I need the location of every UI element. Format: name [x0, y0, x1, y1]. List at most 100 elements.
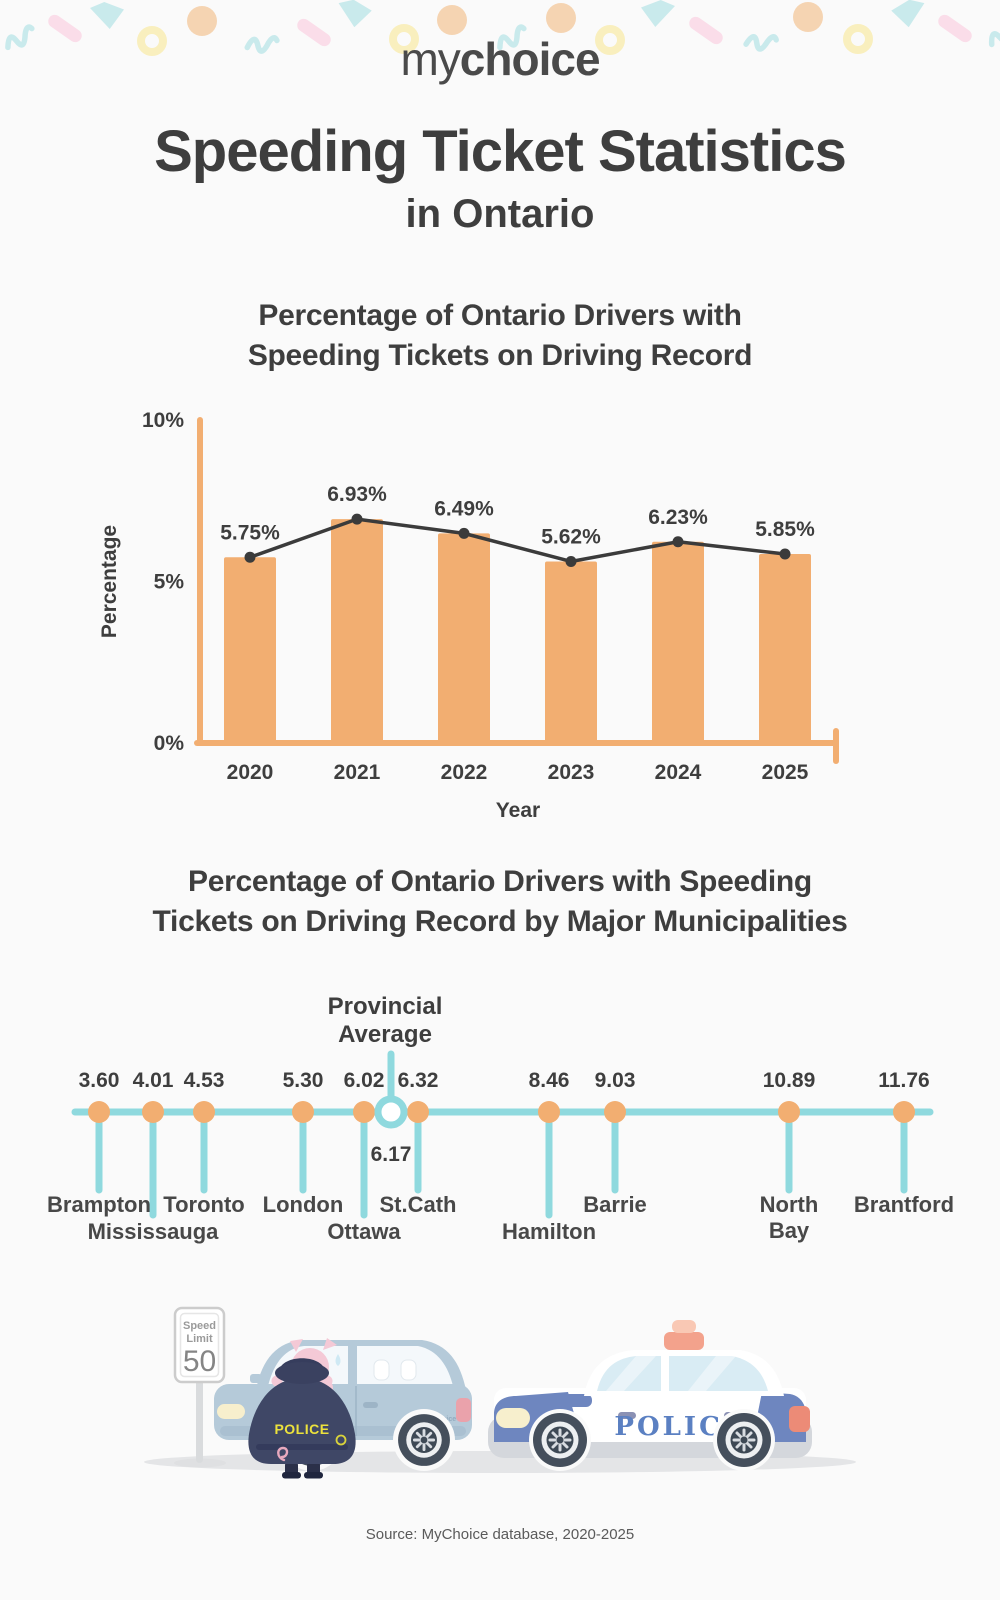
data-point	[672, 536, 684, 548]
confetti-circle-icon	[437, 5, 467, 35]
data-label: 6.23%	[648, 506, 708, 529]
officer-leg	[307, 1462, 320, 1475]
city-value: 5.30	[283, 1069, 324, 1092]
speed-limit-sign: Speed Limit 50	[173, 1306, 226, 1468]
confetti-squiggle-icon	[739, 20, 783, 65]
police-car-headlight	[496, 1408, 530, 1428]
bar-2023	[545, 561, 597, 743]
x-tick-label: 2024	[655, 761, 702, 784]
police-car-window-divider	[661, 1356, 669, 1391]
data-point	[244, 551, 256, 563]
police-officer-pig: POLICE	[248, 1358, 356, 1479]
officer-boot	[304, 1472, 323, 1479]
city-dot	[893, 1101, 915, 1123]
confetti-flag-icon	[641, 0, 675, 27]
confetti-flag-icon	[890, 0, 928, 30]
city-label: London	[263, 1192, 344, 1217]
sign-shadow	[174, 1458, 226, 1468]
confetti-ring-icon	[389, 24, 419, 54]
confetti-ring-icon	[843, 24, 873, 54]
confetti-squiggle-icon	[490, 16, 534, 61]
police-car-rear-wheel	[715, 1411, 773, 1469]
illustration: Speed Limit 50 mychoice	[144, 1306, 856, 1479]
confetti-ring-icon	[137, 26, 167, 56]
city-value: 6.02	[344, 1069, 385, 1092]
sign-value-text: 50	[183, 1345, 216, 1378]
police-car-belt-stripe	[556, 1394, 592, 1407]
confetti-squiggle-icon	[241, 23, 283, 66]
source-note: Source: MyChoice database, 2020-2025	[365, 1526, 635, 1543]
sign-speed-text: Speed	[183, 1320, 216, 1332]
city-dot	[193, 1101, 215, 1123]
confetti-band	[0, 0, 1000, 70]
y-tick-label: 5%	[154, 571, 185, 594]
city-value: 11.76	[878, 1069, 929, 1092]
pig-ear	[290, 1339, 303, 1352]
data-label: 6.49%	[434, 497, 494, 520]
car-headlight	[217, 1404, 245, 1419]
police-car-door-handle	[618, 1412, 636, 1419]
sweat-drop-icon	[335, 1354, 341, 1366]
city-label: Brantford	[854, 1192, 954, 1217]
data-point	[565, 555, 577, 567]
officer-jacket	[248, 1378, 356, 1464]
x-tick-label: 2025	[762, 761, 809, 784]
data-point	[458, 527, 470, 539]
city-label: Barrie	[583, 1192, 647, 1217]
city-value: 9.03	[595, 1069, 636, 1092]
mychoice-logo: mychoice	[0, 32, 1000, 86]
data-label: 6.93%	[327, 483, 387, 506]
car-door-handle	[363, 1402, 378, 1408]
car-mirror	[250, 1374, 262, 1383]
city-value: 4.53	[184, 1069, 225, 1092]
officer-boot	[282, 1472, 301, 1479]
siren-light-top	[672, 1320, 696, 1333]
logo-choice: choice	[459, 33, 601, 85]
car-headrest	[373, 1359, 390, 1381]
bar-2025	[759, 554, 811, 743]
city-dot	[407, 1101, 429, 1123]
timeline-chart-title: Percentage of Ontario Drivers with Speed…	[0, 862, 1000, 942]
siren-light-icon	[664, 1332, 704, 1350]
sign-inner-border	[179, 1312, 220, 1378]
city-dot	[778, 1101, 800, 1123]
confetti-circle-icon	[546, 3, 576, 33]
sign-board	[173, 1306, 226, 1384]
confetti-flag-icon	[90, 2, 124, 29]
car-front-wheel	[396, 1412, 452, 1468]
police-car-front-wheel	[531, 1411, 589, 1469]
bar-2020	[224, 557, 276, 743]
average-value: 6.17	[371, 1143, 412, 1166]
window-glare	[606, 1356, 656, 1391]
page-subtitle: in Ontario	[405, 192, 595, 236]
bar-chart-title-line1: Percentage of Ontario Drivers with	[258, 299, 742, 332]
bar-2021	[331, 519, 383, 743]
officer-cap	[275, 1362, 329, 1384]
x-tick-label: 2020	[227, 761, 274, 784]
trend-line	[249, 517, 786, 564]
sign-post	[196, 1368, 203, 1463]
bar-chart-title: Percentage of Ontario Drivers with Speed…	[0, 296, 1000, 376]
city-label: Mississauga	[88, 1219, 220, 1244]
city-dot	[353, 1101, 375, 1123]
sign-limit-text: Limit	[186, 1333, 213, 1345]
city-label: Hamilton	[502, 1219, 596, 1244]
average-label: Average	[338, 1021, 432, 1048]
police-car-window	[597, 1356, 768, 1391]
city-value: 8.46	[529, 1069, 570, 1092]
confetti-squiggle-icon	[980, 11, 1000, 58]
average-marker	[374, 1095, 408, 1129]
confetti-circle-icon	[793, 2, 823, 32]
car-tail-light	[456, 1398, 471, 1422]
city-label: Toronto	[163, 1192, 244, 1217]
y-axis-title: Percentage	[98, 525, 121, 638]
x-tick-label: 2022	[441, 761, 488, 784]
bar-2024	[652, 541, 704, 743]
officer-leg	[285, 1462, 298, 1475]
city-value: 3.60	[79, 1069, 120, 1092]
average-label: Provincial	[328, 993, 443, 1020]
window-glare	[688, 1356, 736, 1391]
city-value: 6.32	[398, 1069, 439, 1092]
officer-belt	[256, 1444, 348, 1450]
